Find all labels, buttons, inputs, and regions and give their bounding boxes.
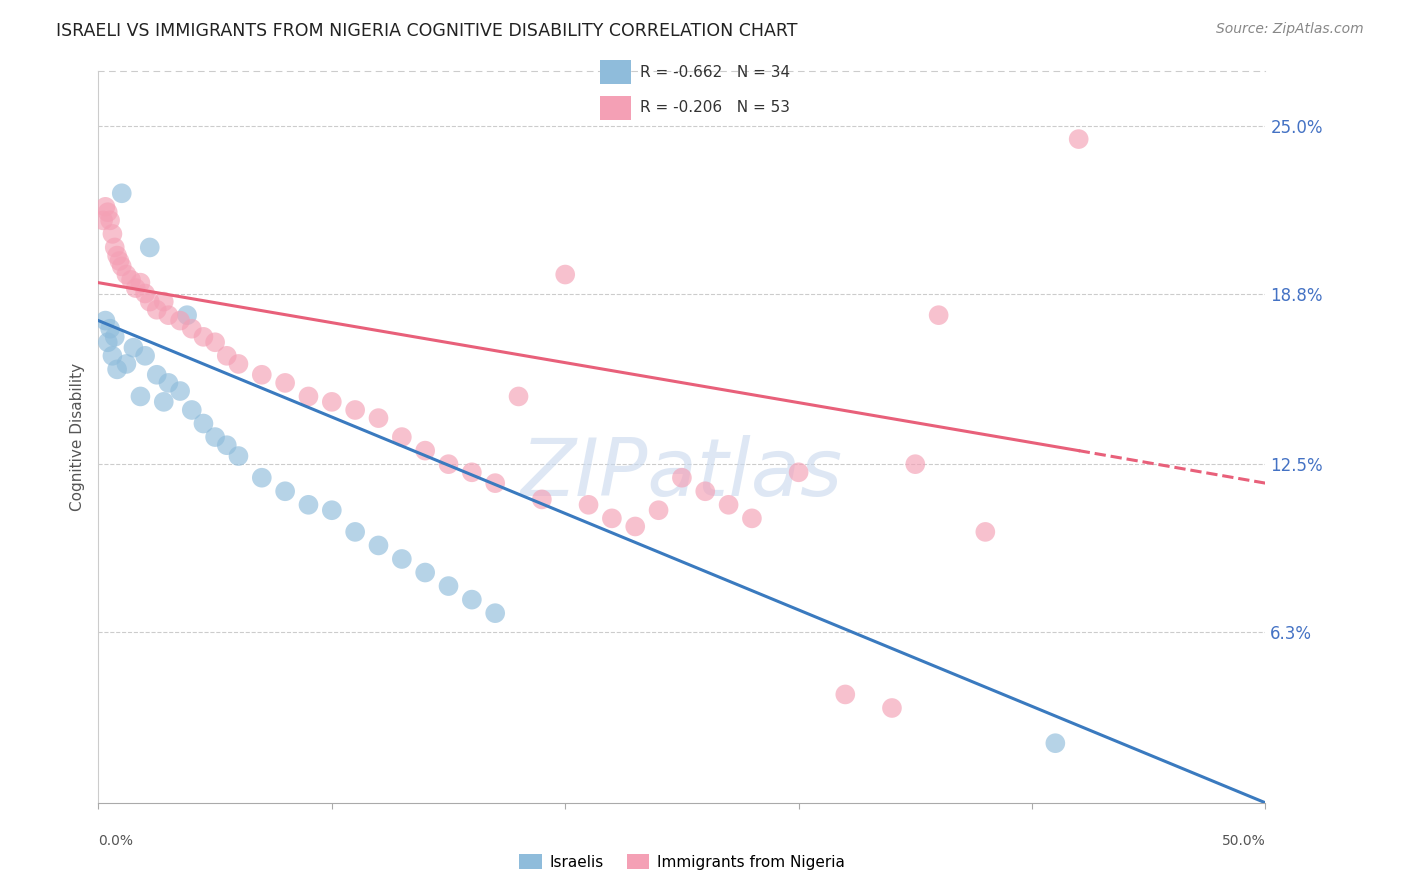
- Point: [974, 524, 997, 539]
- Point: [530, 492, 553, 507]
- Point: [250, 471, 273, 485]
- Point: [578, 498, 600, 512]
- Point: [624, 519, 647, 533]
- Point: [671, 471, 693, 485]
- Point: [367, 538, 389, 552]
- Point: [437, 457, 460, 471]
- Text: ISRAELI VS IMMIGRANTS FROM NIGERIA COGNITIVE DISABILITY CORRELATION CHART: ISRAELI VS IMMIGRANTS FROM NIGERIA COGNI…: [56, 22, 797, 40]
- Point: [152, 395, 174, 409]
- Point: [94, 200, 117, 214]
- Point: [508, 389, 530, 403]
- Point: [413, 443, 436, 458]
- Point: [94, 313, 117, 327]
- Text: 50.0%: 50.0%: [1222, 834, 1265, 848]
- Point: [204, 430, 226, 444]
- Point: [180, 403, 202, 417]
- Point: [169, 384, 191, 398]
- Point: [741, 511, 763, 525]
- Text: R = -0.662   N = 34: R = -0.662 N = 34: [640, 65, 790, 80]
- Bar: [600, 61, 631, 85]
- Point: [344, 403, 367, 417]
- Point: [228, 357, 250, 371]
- Point: [928, 308, 950, 322]
- Point: [139, 294, 162, 309]
- Text: Source: ZipAtlas.com: Source: ZipAtlas.com: [1216, 22, 1364, 37]
- Point: [391, 430, 413, 444]
- Point: [880, 701, 903, 715]
- Point: [157, 376, 180, 390]
- Point: [180, 322, 202, 336]
- Point: [104, 240, 127, 254]
- Point: [297, 498, 319, 512]
- Point: [391, 552, 413, 566]
- Bar: [600, 95, 631, 120]
- Point: [250, 368, 273, 382]
- Point: [134, 286, 156, 301]
- Point: [98, 322, 121, 336]
- Point: [484, 476, 506, 491]
- Point: [122, 341, 145, 355]
- Point: [146, 302, 169, 317]
- Point: [115, 357, 138, 371]
- Point: [139, 240, 162, 254]
- Point: [461, 465, 484, 479]
- Point: [204, 335, 226, 350]
- Point: [104, 330, 127, 344]
- Point: [344, 524, 367, 539]
- Point: [787, 465, 810, 479]
- Text: R = -0.206   N = 53: R = -0.206 N = 53: [640, 100, 790, 115]
- Point: [1045, 736, 1067, 750]
- Point: [321, 395, 343, 409]
- Point: [695, 484, 717, 499]
- Point: [169, 313, 191, 327]
- Point: [101, 227, 124, 241]
- Point: [367, 411, 389, 425]
- Point: [413, 566, 436, 580]
- Point: [484, 606, 506, 620]
- Point: [146, 368, 169, 382]
- Point: [176, 308, 198, 322]
- Point: [297, 389, 319, 403]
- Point: [108, 254, 131, 268]
- Text: ZIPatlas: ZIPatlas: [520, 434, 844, 513]
- Point: [215, 349, 238, 363]
- Point: [97, 335, 120, 350]
- Text: 0.0%: 0.0%: [98, 834, 134, 848]
- Point: [97, 205, 120, 219]
- Point: [437, 579, 460, 593]
- Point: [105, 249, 128, 263]
- Point: [125, 281, 148, 295]
- Point: [274, 376, 297, 390]
- Point: [461, 592, 484, 607]
- Point: [274, 484, 297, 499]
- Point: [904, 457, 927, 471]
- Y-axis label: Cognitive Disability: Cognitive Disability: [69, 363, 84, 511]
- Point: [98, 213, 121, 227]
- Point: [228, 449, 250, 463]
- Point: [554, 268, 576, 282]
- Point: [101, 349, 124, 363]
- Point: [193, 417, 215, 431]
- Point: [120, 273, 142, 287]
- Point: [600, 511, 623, 525]
- Point: [91, 213, 114, 227]
- Point: [157, 308, 180, 322]
- Point: [834, 688, 856, 702]
- Point: [105, 362, 128, 376]
- Point: [215, 438, 238, 452]
- Point: [134, 349, 156, 363]
- Point: [111, 186, 134, 201]
- Point: [321, 503, 343, 517]
- Point: [717, 498, 740, 512]
- Point: [129, 276, 152, 290]
- Point: [1067, 132, 1090, 146]
- Point: [129, 389, 152, 403]
- Point: [111, 260, 134, 274]
- Legend: Israelis, Immigrants from Nigeria: Israelis, Immigrants from Nigeria: [513, 847, 851, 876]
- Point: [647, 503, 669, 517]
- Point: [152, 294, 174, 309]
- Point: [193, 330, 215, 344]
- Point: [115, 268, 138, 282]
